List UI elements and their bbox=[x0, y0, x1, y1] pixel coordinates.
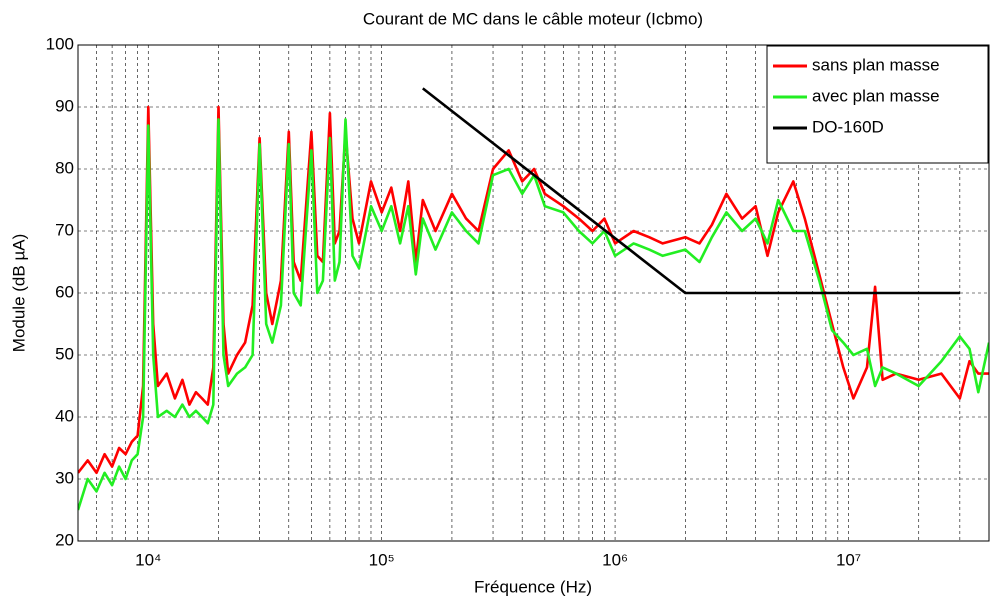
y-tick-label: 60 bbox=[55, 282, 74, 301]
x-tick-label: 10⁴ bbox=[135, 550, 161, 569]
legend-label: DO-160D bbox=[812, 117, 884, 136]
plot-lines bbox=[78, 87, 989, 511]
y-tick-label: 20 bbox=[55, 530, 74, 549]
x-tick-label: 10⁶ bbox=[602, 550, 628, 569]
y-axis-label: Module (dB µA) bbox=[9, 234, 28, 352]
y-tick-label: 100 bbox=[46, 34, 74, 53]
series-line bbox=[422, 87, 960, 295]
legend-box bbox=[766, 45, 989, 164]
x-axis-label: Fréquence (Hz) bbox=[474, 577, 592, 596]
y-tick-label: 70 bbox=[55, 220, 74, 239]
x-tick-label: 10⁷ bbox=[836, 550, 861, 569]
y-tick-label: 90 bbox=[55, 96, 74, 115]
y-tick-label: 40 bbox=[55, 406, 74, 425]
legend-label: avec plan masse bbox=[812, 86, 940, 105]
plot-frame bbox=[77, 44, 990, 542]
y-tick-label: 30 bbox=[55, 468, 74, 487]
legend-label: sans plan masse bbox=[812, 55, 940, 74]
y-tick-label: 50 bbox=[55, 344, 74, 363]
y-tick-label: 80 bbox=[55, 158, 74, 177]
legend: sans plan masse avec plan masse DO-160D bbox=[766, 45, 989, 164]
series-line bbox=[78, 118, 989, 511]
series-line bbox=[78, 105, 989, 475]
x-tick-label: 10⁵ bbox=[369, 550, 395, 569]
chart-title: Courant de MC dans le câble moteur (Icbm… bbox=[363, 9, 703, 28]
